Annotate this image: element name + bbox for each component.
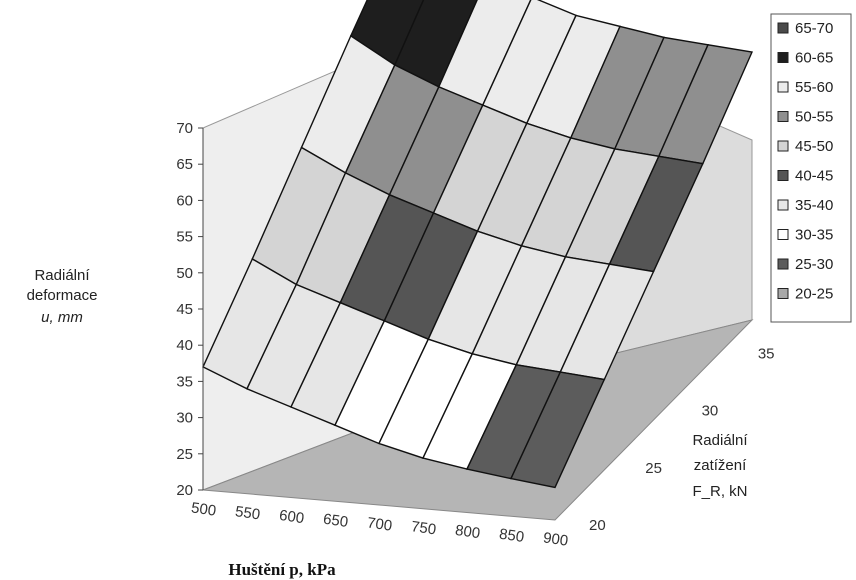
legend-swatch [777, 140, 789, 152]
x-tick-label: 500 [190, 499, 217, 519]
legend-label: 25-30 [795, 256, 833, 273]
legend-swatch [777, 258, 789, 270]
legend-swatch [777, 288, 789, 299]
legend-swatch [777, 111, 789, 122]
legend-frame [770, 13, 852, 323]
z-tick-label: 45 [176, 301, 193, 318]
z-tick-label: 70 [176, 120, 193, 137]
z-tick-label: 65 [176, 156, 193, 173]
x-tick-label: 550 [234, 503, 261, 523]
z-axis-title-line-2: deformace [27, 287, 98, 304]
z-tick-label: 35 [176, 373, 193, 390]
z-tick-label: 50 [176, 265, 193, 282]
legend-label: 60-65 [795, 50, 833, 67]
z-axis-title: Radiální deformace u, mm [27, 267, 98, 326]
x-tick-label: 900 [542, 529, 569, 549]
x-axis: 500 550 600 650 700 750 800 850 900 [190, 499, 569, 549]
legend-label: 55-60 [795, 79, 833, 96]
legend-label: 20-25 [795, 286, 833, 303]
legend-swatch [777, 229, 789, 240]
x-tick-label: 600 [278, 507, 305, 527]
y-axis-title-line-3: F_R, kN [692, 483, 747, 500]
x-tick-label: 650 [322, 511, 349, 531]
legend-swatch [777, 52, 789, 63]
z-axis: 20 25 30 35 40 45 50 55 60 65 70 [176, 120, 204, 499]
z-axis-title-line-1: Radiální [34, 267, 90, 284]
y-axis-title: Radiální zatížení F_R, kN [692, 432, 748, 500]
legend-label: 65-70 [795, 20, 833, 37]
z-tick-label: 25 [176, 446, 193, 463]
legend-label: 50-55 [795, 109, 833, 126]
legend-label: 30-35 [795, 227, 833, 244]
y-tick-label: 30 [702, 403, 719, 420]
y-axis-title-line-1: Radiální [692, 432, 748, 449]
x-tick-label: 700 [366, 514, 393, 534]
x-tick-label: 800 [454, 522, 481, 542]
y-axis-title-line-2: zatížení [694, 457, 747, 474]
z-tick-label: 60 [176, 192, 193, 209]
y-axis: 20 25 30 35 [589, 346, 775, 534]
x-axis-title: Huštění p, kPa [228, 560, 336, 579]
z-axis-title-line-3: u, mm [41, 309, 83, 326]
legend-swatch [777, 199, 789, 211]
z-tick-label: 20 [176, 482, 193, 499]
legend-label: 40-45 [795, 168, 833, 185]
legend-label: 35-40 [795, 197, 833, 214]
surface-cell [509, 371, 606, 489]
legend-label: 45-50 [795, 138, 833, 155]
surface [202, 0, 754, 489]
y-tick-label: 20 [589, 517, 606, 534]
y-tick-label: 35 [758, 346, 775, 363]
z-tick-label: 30 [176, 410, 193, 427]
x-tick-label: 750 [410, 518, 437, 538]
x-tick-label: 850 [498, 526, 525, 546]
legend-swatch [777, 81, 789, 93]
legend: 65-70 60-65 55-60 50-55 45-50 40-45 35-40 30-35… [770, 13, 852, 323]
legend-swatch [777, 22, 789, 34]
legend-swatch [777, 170, 789, 181]
y-tick-label: 25 [645, 460, 662, 477]
z-tick-label: 40 [176, 337, 193, 354]
z-tick-label: 55 [176, 229, 193, 246]
